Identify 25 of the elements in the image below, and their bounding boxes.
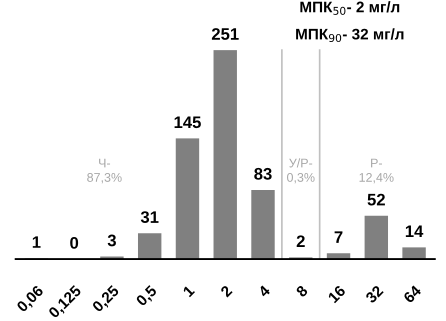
data-label: 1 [32, 236, 41, 248]
text: МПК$_{50}$- 2 мг/л [300, 1, 400, 15]
data-label: 14 [406, 226, 424, 237]
data-label: 2 [296, 235, 305, 247]
x-tick-label: 64 [402, 284, 422, 304]
data-label: 7 [334, 231, 342, 243]
data-label: 3 [108, 234, 116, 246]
x-tick-label: 16 [327, 284, 346, 304]
annotation: Ч- 87,3% [87, 158, 122, 184]
x-tick-label: 32 [364, 284, 384, 304]
data-label: 52 [368, 194, 385, 206]
x-tick-label: 2 [220, 284, 233, 298]
x-tick-label: 0,5 [135, 284, 159, 308]
data-label: 0 [70, 237, 78, 249]
data-label: 83 [254, 168, 272, 180]
x-tick-label: 4 [258, 284, 271, 298]
x-tick-label: 8 [295, 284, 308, 298]
x-tick-label: 1 [182, 284, 195, 298]
annotation: Р- 12,4% [360, 158, 394, 184]
data-label: 251 [212, 28, 239, 40]
annotation: У/Р- 0,3% [287, 158, 315, 184]
text: МПК$_{90}$- 32 мг/л [296, 28, 404, 42]
data-label: 31 [140, 211, 158, 224]
data-label: 145 [174, 116, 201, 128]
x-tick-label: 0,06 [16, 284, 46, 314]
